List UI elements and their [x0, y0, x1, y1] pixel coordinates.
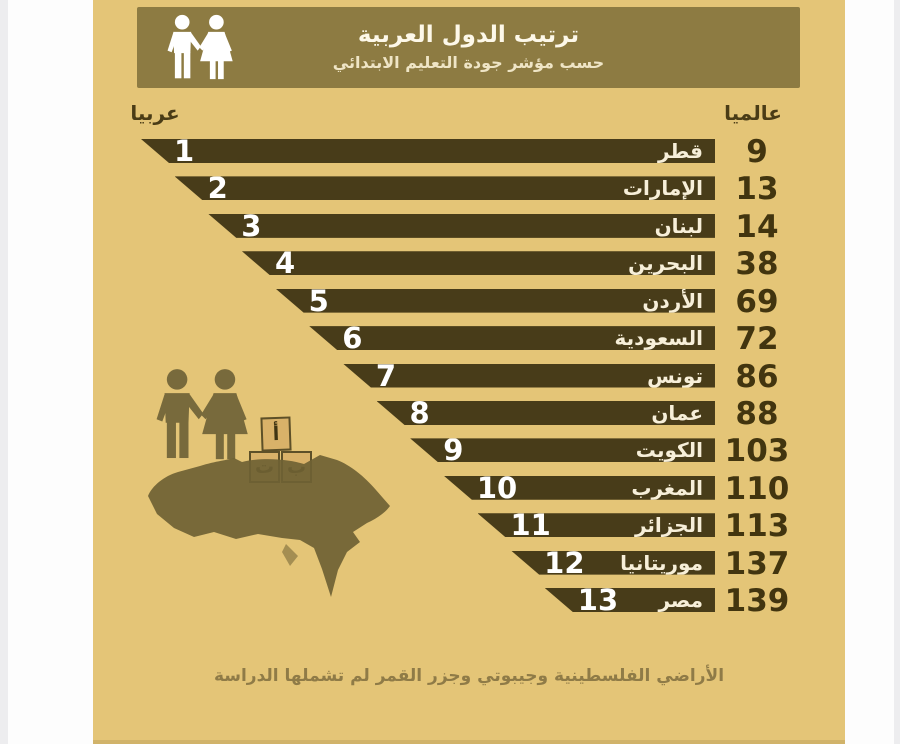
global-rank-label: 103	[724, 433, 790, 470]
man-and-woman-holding-hands-icon	[167, 14, 233, 80]
global-rank-label: 9	[746, 134, 768, 170]
country-label: الجزائر	[634, 513, 703, 538]
right-gutter	[845, 0, 894, 744]
arab-rank-label: 11	[510, 508, 551, 543]
ranking-bar: 12 موريتانيا	[511, 550, 715, 575]
arab-column-label: عربيا	[130, 101, 180, 125]
country-label: البحرين	[628, 251, 703, 276]
ranking-row: 12 موريتانيا 137	[0, 546, 900, 582]
arab-rank-label: 9	[443, 433, 464, 468]
ranking-row: 13 مصر 139	[0, 583, 900, 619]
page-title: ترتيب الدول العربية	[357, 22, 580, 48]
country-label: السعودية	[614, 326, 703, 351]
global-rank-label: 88	[735, 395, 779, 432]
ranking-row: 6 السعودية 72	[0, 321, 900, 357]
arab-rank-label: 1	[174, 134, 195, 168]
ranking-row: 8 عمان 88	[0, 396, 900, 432]
country-label: قطر	[657, 139, 703, 163]
ranking-bar: 6 السعودية	[309, 326, 715, 351]
ranking-bar: 4 البحرين	[241, 251, 715, 276]
global-rank-label: 69	[735, 283, 779, 320]
arab-rank-label: 7	[375, 358, 397, 393]
man-and-woman-holding-hands-icon	[156, 369, 248, 460]
arab-rank-label: 2	[207, 171, 228, 206]
global-rank-label: 72	[735, 321, 779, 358]
ranking-bar: 2 الإمارات	[174, 176, 715, 201]
ranking-row: 2 الإمارات 13	[0, 171, 900, 207]
arab-rank-label: 13	[577, 583, 619, 618]
country-label: الكويت	[635, 438, 703, 463]
global-rank-label: 110	[724, 470, 790, 507]
global-rank-label: 139	[724, 583, 790, 620]
ranking-row: 4 البحرين 38	[0, 246, 900, 282]
ranking-bar: 1 قطر	[141, 139, 715, 163]
ranking-row: 9 الكويت 103	[0, 433, 900, 469]
left-gutter	[8, 0, 93, 744]
ranking-row: 5 الأردن 69	[0, 284, 900, 320]
global-rank-label: 137	[724, 545, 790, 582]
right-edge-strip	[894, 0, 900, 744]
global-rank-label: 38	[735, 246, 779, 283]
arab-rank-label: 4	[274, 246, 296, 281]
arab-rank-label: 10	[476, 470, 518, 505]
global-rank-label: 113	[724, 508, 790, 545]
ranking-bar: 9 الكويت	[410, 438, 715, 463]
ranking-bar: 13 مصر	[544, 588, 715, 613]
country-label: المغرب	[631, 475, 703, 500]
ranking-bar: 11 الجزائر	[477, 513, 715, 538]
ranking-row: 1 قطر 9	[0, 134, 900, 170]
ranking-row: 7 تونس 86	[0, 359, 900, 395]
left-edge-strip	[0, 0, 8, 744]
arab-world-map-icon	[148, 455, 390, 597]
country-label: الإمارات	[622, 176, 703, 201]
arab-rank-label: 6	[342, 321, 363, 356]
page-subtitle: حسب مؤشر جودة التعليم الابتدائي	[332, 53, 605, 72]
ranking-bar: 7 تونس	[342, 363, 715, 388]
country-label: عمان	[651, 400, 703, 425]
country-label: موريتانيا	[620, 550, 703, 575]
ranking-row: 3 لبنان 14	[0, 209, 900, 245]
ranking-bar: 3 لبنان	[208, 213, 715, 238]
country-label: تونس	[647, 363, 703, 388]
global-rank-label: 14	[735, 208, 779, 245]
ranking-bar: 8 عمان	[376, 400, 715, 425]
country-label: الأردن	[642, 288, 703, 313]
ranking-row: 11 الجزائر 113	[0, 508, 900, 544]
infographic-header: ترتيب الدول العربية حسب مؤشر جودة التعلي…	[137, 7, 800, 88]
global-column-label: عالميا	[724, 101, 782, 125]
ranking-bar: 10 المغرب	[443, 475, 715, 500]
country-label: لبنان	[654, 213, 703, 238]
country-label: مصر	[658, 588, 703, 613]
ranking-row: 10 المغرب 110	[0, 471, 900, 507]
arab-rank-label: 12	[544, 545, 585, 580]
footnote: الأراضي الفلسطينية وجيبوتي وجزر القمر لم…	[213, 666, 725, 686]
arab-rank-label: 3	[241, 208, 262, 243]
global-rank-label: 13	[735, 171, 779, 208]
arab-rank-label: 5	[308, 283, 329, 318]
ranking-bar: 5 الأردن	[275, 288, 715, 313]
arab-rank-label: 8	[409, 395, 430, 430]
global-rank-label: 86	[735, 358, 779, 395]
